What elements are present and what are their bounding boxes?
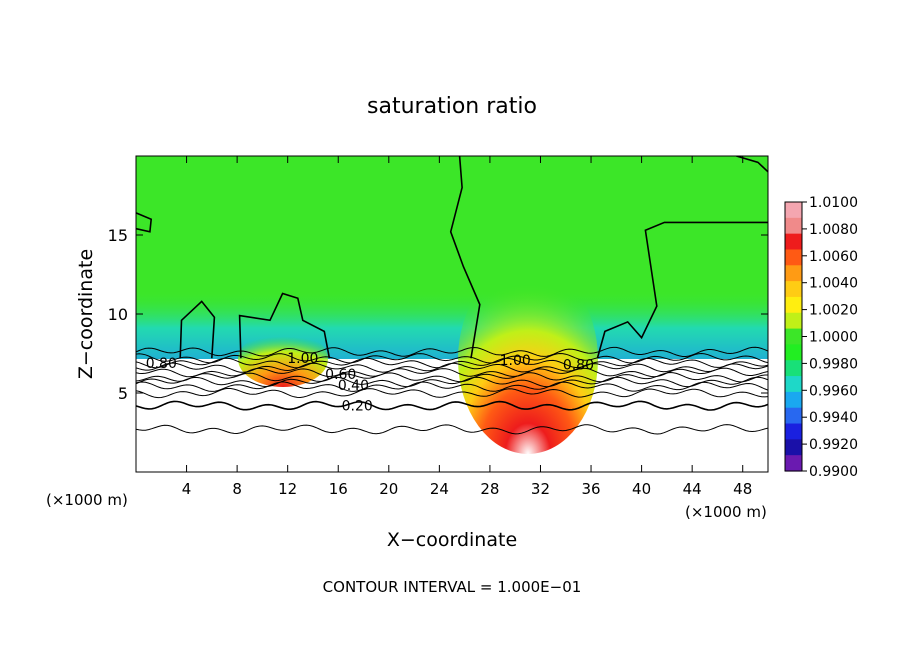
y-axis: 5 10 15 bbox=[108, 226, 768, 403]
y-axis-label: Z−coordinate bbox=[75, 249, 97, 379]
field-lower-band bbox=[136, 290, 768, 359]
colorbar-swatch bbox=[785, 202, 802, 219]
colorbar-swatch bbox=[785, 296, 802, 314]
colorbar-label: 0.9960 bbox=[809, 383, 858, 399]
y-tick-label: 5 bbox=[118, 384, 128, 403]
contour-label: 1.00 bbox=[500, 353, 531, 369]
contour-label: 0.60 bbox=[325, 367, 356, 383]
x-tick-label: 36 bbox=[581, 480, 600, 498]
colorbar-label: 1.0040 bbox=[809, 276, 858, 292]
contour-line bbox=[136, 371, 768, 383]
colorbar-swatch bbox=[785, 344, 802, 361]
x-tick-label: 20 bbox=[379, 480, 398, 498]
contour-line bbox=[136, 376, 768, 388]
colorbar-swatch bbox=[785, 376, 802, 393]
colorbar-swatch bbox=[785, 312, 802, 330]
plot-area: 0.80 1.00 0.600.40 0.20 1.00 0.80 bbox=[136, 156, 768, 472]
colorbar-label: 0.9920 bbox=[809, 437, 858, 453]
contour-label-group: 0.80 1.00 0.600.40 0.20 1.00 0.80 bbox=[146, 351, 594, 414]
colorbar-swatch bbox=[785, 360, 802, 377]
colorbar-label: 1.0100 bbox=[809, 195, 858, 211]
x-tick-label: 16 bbox=[329, 480, 348, 498]
y-tick-label: 15 bbox=[108, 226, 128, 245]
x-tick-label: 4 bbox=[182, 480, 192, 498]
colorbar-label: 0.9900 bbox=[809, 464, 858, 480]
field-bulge-left bbox=[238, 331, 328, 387]
colorbar-swatch bbox=[785, 249, 802, 266]
colorbar-swatch bbox=[785, 407, 802, 425]
x-tick-label: 12 bbox=[278, 480, 297, 498]
x-tick-label: 8 bbox=[232, 480, 242, 498]
contour-line bbox=[136, 362, 768, 373]
contour-lines bbox=[136, 156, 768, 435]
contour-line bbox=[136, 424, 768, 435]
colorbar-swatch bbox=[785, 233, 802, 251]
chart-title: saturation ratio bbox=[367, 94, 537, 119]
contour-line bbox=[136, 381, 768, 392]
contour-line-cloud-boundary bbox=[736, 156, 768, 173]
x-axis: 4 8 12 16 20 24 28 32 36 40 44 48 bbox=[182, 156, 752, 498]
contour-label: 0.80 bbox=[563, 358, 594, 374]
x-tick-label: 24 bbox=[430, 480, 449, 498]
x-tick-label: 44 bbox=[683, 480, 702, 498]
colorbar-label: 1.0020 bbox=[809, 303, 858, 319]
x-unit-right: (×1000 m) bbox=[685, 503, 767, 521]
colorbar-label: 0.9940 bbox=[809, 410, 858, 426]
colorbar-swatch bbox=[785, 391, 802, 409]
colorbar-swatch bbox=[785, 423, 802, 440]
colorbar-swatch bbox=[785, 328, 802, 346]
contour-line-cloud-boundary bbox=[136, 212, 153, 233]
colorbar-label: 1.0000 bbox=[809, 330, 858, 346]
colorbar-swatch bbox=[785, 217, 802, 235]
x-axis-label: X−coordinate bbox=[387, 529, 517, 551]
contour-line bbox=[136, 387, 768, 399]
contour-line-cloud-boundary bbox=[596, 221, 768, 359]
x-tick-label: 32 bbox=[531, 480, 550, 498]
contour-line-cloud-boundary bbox=[179, 300, 216, 359]
contour-interval-note: CONTOUR INTERVAL = 1.000E−01 bbox=[323, 578, 582, 596]
colorbar-swatch bbox=[785, 281, 802, 298]
x-unit-left: (×1000 m) bbox=[46, 491, 128, 509]
x-tick-label: 40 bbox=[632, 480, 651, 498]
colorbar-swatch bbox=[785, 265, 802, 282]
contour-label: 0.20 bbox=[342, 399, 373, 415]
y-tick-label: 10 bbox=[108, 305, 128, 324]
contour-line bbox=[136, 400, 768, 411]
contour-label: 0.80 bbox=[146, 356, 177, 372]
x-tick-label: 28 bbox=[480, 480, 499, 498]
contour-line-cloud-boundary bbox=[449, 156, 481, 359]
colorbar-swatch bbox=[785, 455, 802, 472]
colorbar-label: 1.0080 bbox=[809, 222, 858, 238]
contour-label: 1.00 bbox=[287, 351, 318, 367]
colorbar-label: 1.0060 bbox=[809, 249, 858, 265]
colorbar-label: 0.9980 bbox=[809, 356, 858, 372]
colorbar-swatch bbox=[785, 439, 802, 456]
colorbar: 1.0100 1.0080 1.0060 1.0040 1.0020 1.0000 0.99… bbox=[784, 195, 858, 480]
x-tick-label: 48 bbox=[733, 480, 752, 498]
contour-line-cloud-boundary bbox=[238, 292, 331, 359]
contour-label: 0.40 bbox=[338, 378, 369, 394]
